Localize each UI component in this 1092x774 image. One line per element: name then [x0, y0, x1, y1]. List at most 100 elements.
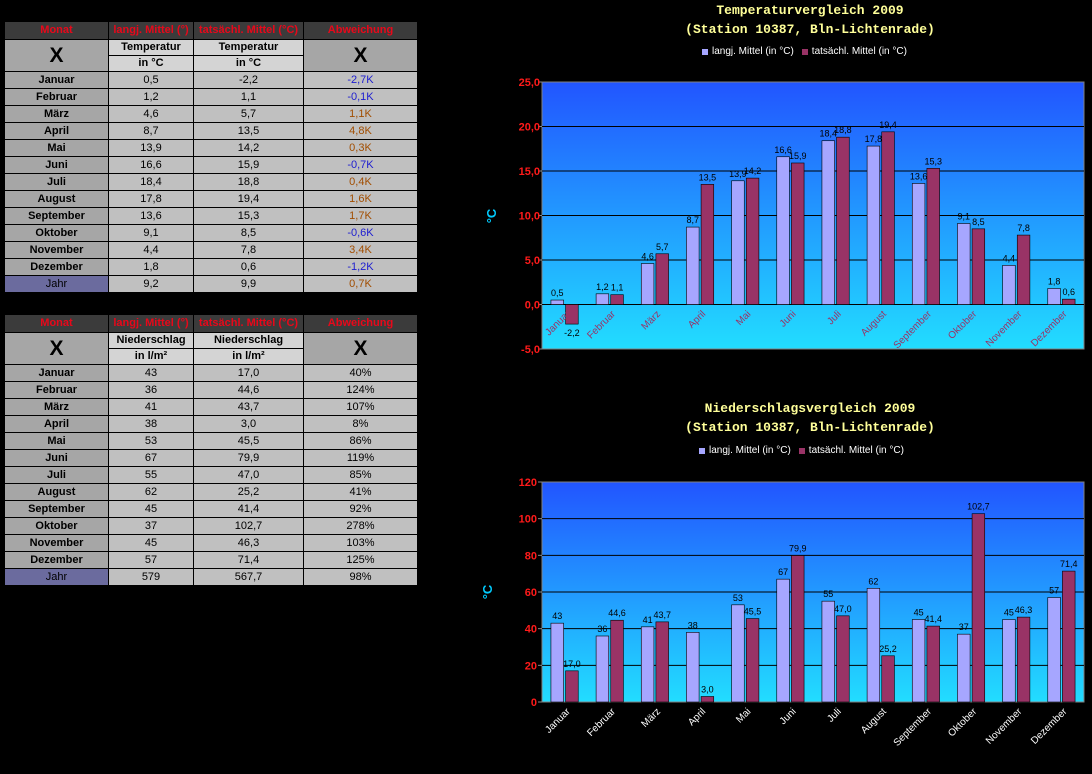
- bar-actual-mean: [745, 618, 760, 703]
- y-tick-label: 0,0: [525, 300, 540, 312]
- data-label: 102,7: [967, 502, 990, 512]
- bar-actual-mean: [1016, 234, 1031, 305]
- precipitation-table: Monat langj. Mittel (°) tatsächl. Mittel…: [4, 314, 418, 586]
- table-row: Dezember 57 71,4 125%: [4, 551, 418, 569]
- data-label: 53: [733, 593, 743, 603]
- month-cell: Dezember: [4, 551, 109, 569]
- x-tick-label: Juli: [825, 706, 843, 724]
- bar-longterm-mean: [550, 299, 564, 305]
- data-label: 4,4: [1003, 253, 1016, 263]
- longterm-mean-cell: 57: [108, 551, 194, 569]
- x-tick-label: Dezember: [1029, 706, 1070, 747]
- bar-actual-mean: [655, 621, 669, 703]
- bar-longterm-mean: [776, 578, 790, 703]
- table-row: November 4,4 7,8 3,4K: [4, 241, 418, 259]
- year-label-cell: Jahr: [4, 568, 109, 586]
- longterm-mean-cell: 8,7: [108, 122, 194, 140]
- sub-header-actual: Niederschlag: [193, 332, 304, 349]
- legend-label-actual: tatsächl. Mittel (in °C): [811, 46, 907, 57]
- longterm-mean-cell: 4,6: [108, 105, 194, 123]
- temperature-rows: Januar 0,5 -2,2 -2,7K Februar 1,2 1,1 -0,1K März…: [4, 71, 418, 293]
- data-label: 41,4: [924, 614, 942, 624]
- bar-longterm-mean: [821, 140, 835, 305]
- actual-mean-cell: 19,4: [193, 190, 304, 208]
- bar-longterm-mean: [1002, 619, 1016, 703]
- bar-longterm-mean: [731, 180, 745, 305]
- data-label: 4,6: [641, 252, 654, 262]
- precipitation-chart-legend: langj. Mittel (in °C) tatsächl. Mittel (…: [699, 445, 904, 456]
- x-tick-label: Oktober: [946, 706, 979, 739]
- month-cell: September: [4, 207, 109, 225]
- data-label: 45: [914, 608, 924, 618]
- x-tick-label: Mai: [734, 706, 753, 725]
- actual-mean-cell: 47,0: [193, 466, 304, 484]
- data-label: 0,6: [1062, 287, 1075, 297]
- deviation-cell: 0,3K: [303, 139, 418, 157]
- header-longterm-mean: langj. Mittel (°): [108, 21, 194, 40]
- x-tick-label: April: [686, 706, 708, 728]
- deviation-cell: 8%: [303, 415, 418, 433]
- table-row: August 62 25,2 41%: [4, 483, 418, 501]
- longterm-mean-cell: 18,4: [108, 173, 194, 191]
- chart-subtitle: (Station 10387, Bln-Lichtenrade): [685, 22, 935, 37]
- longterm-mean-cell: 45: [108, 534, 194, 552]
- month-cell: Oktober: [4, 517, 109, 535]
- bar-actual-mean: [565, 304, 579, 325]
- month-cell: Juni: [4, 449, 109, 467]
- data-label: 13,6: [910, 171, 928, 181]
- data-label: 79,9: [789, 544, 807, 554]
- temperature-table: Monat langj. Mittel (°) tatsächl. Mittel…: [4, 21, 418, 293]
- bar-longterm-mean: [550, 622, 564, 703]
- bar-longterm-mean: [821, 600, 835, 703]
- actual-mean-cell: 3,0: [193, 415, 304, 433]
- bar-actual-mean: [610, 619, 624, 703]
- y-tick-label: 60: [525, 587, 537, 599]
- bar-actual-mean: [1016, 616, 1031, 703]
- chart-subtitle: (Station 10387, Bln-Lichtenrade): [685, 420, 935, 435]
- table-row: Februar 1,2 1,1 -0,1K: [4, 88, 418, 106]
- header-actual-mean: tatsächl. Mittel (°C): [193, 314, 304, 333]
- table-row: Januar 43 17,0 40%: [4, 364, 418, 382]
- table-row: August 17,8 19,4 1,6K: [4, 190, 418, 208]
- bar-actual-mean: [881, 655, 895, 703]
- longterm-mean-cell: 0,5: [108, 71, 194, 89]
- y-tick-label: 40: [525, 624, 537, 636]
- data-label: 1,8: [1048, 276, 1061, 286]
- bar-longterm-mean: [957, 223, 971, 305]
- data-label: 7,8: [1017, 223, 1030, 233]
- y-tick-label: 15,0: [519, 166, 540, 178]
- y-tick-label: 25,0: [519, 77, 540, 89]
- deviation-mark: X: [303, 39, 418, 72]
- bar-actual-mean: [971, 228, 986, 305]
- month-cell: November: [4, 241, 109, 259]
- data-label: 62: [868, 576, 878, 586]
- year-actual-mean-cell: 9,9: [193, 275, 304, 293]
- sub-header-longterm: Niederschlag: [108, 332, 194, 349]
- bar-actual-mean: [610, 294, 624, 305]
- data-label: 45: [1004, 608, 1014, 618]
- bar-actual-mean: [836, 136, 850, 305]
- deviation-cell: 1,7K: [303, 207, 418, 225]
- month-cell: Februar: [4, 381, 109, 399]
- bar-actual-mean: [1062, 298, 1076, 305]
- legend-label-longterm: langj. Mittel (in °C): [709, 445, 791, 456]
- data-label: 18,4: [819, 129, 837, 139]
- deviation-cell: -0,1K: [303, 88, 418, 106]
- data-label: 1,1: [611, 283, 624, 293]
- y-tick-label: 20,0: [519, 122, 540, 134]
- month-cell: April: [4, 415, 109, 433]
- actual-mean-cell: 79,9: [193, 449, 304, 467]
- header-month: Monat: [4, 21, 109, 40]
- data-label: 17,0: [563, 659, 581, 669]
- temperature-chart-title: Temperaturvergleich 2009 (Station 10387,…: [600, 1, 1020, 39]
- month-cell: Oktober: [4, 224, 109, 242]
- data-label: 55: [823, 589, 833, 599]
- sub-header-actual-unit: in l/m²: [193, 348, 304, 365]
- actual-mean-cell: 1,1: [193, 88, 304, 106]
- deviation-cell: 107%: [303, 398, 418, 416]
- actual-mean-cell: 17,0: [193, 364, 304, 382]
- x-tick-label: Februar: [585, 706, 618, 739]
- bar-longterm-mean: [1002, 265, 1016, 305]
- sub-header-longterm-unit: in °C: [108, 55, 194, 72]
- data-label: 25,2: [879, 644, 897, 654]
